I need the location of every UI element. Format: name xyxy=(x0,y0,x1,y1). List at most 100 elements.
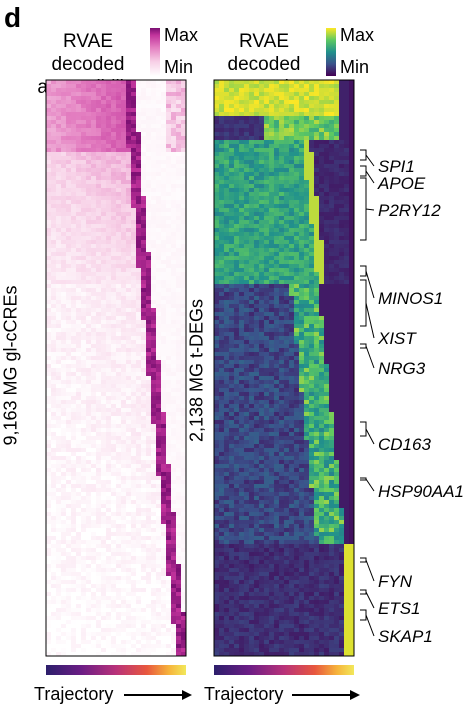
left-heatmap-cell xyxy=(76,372,82,377)
right-heatmap-cell xyxy=(314,132,320,137)
right-heatmap-cell xyxy=(279,116,285,121)
left-heatmap-cell xyxy=(71,220,77,225)
left-heatmap-cell xyxy=(81,120,87,125)
right-heatmap-cell xyxy=(264,148,270,153)
left-heatmap-cell xyxy=(46,324,52,329)
left-heatmap-cell xyxy=(91,400,97,405)
left-heatmap-cell xyxy=(81,244,87,249)
left-heatmap-cell xyxy=(131,96,137,101)
right-heatmap-cell xyxy=(349,152,355,157)
left-heatmap-cell xyxy=(136,156,142,161)
left-heatmap-cell xyxy=(56,340,62,345)
left-heatmap-cell xyxy=(111,352,117,357)
left-heatmap-cell xyxy=(131,456,137,461)
left-heatmap-cell xyxy=(66,524,72,529)
left-heatmap-cell xyxy=(146,84,152,89)
right-heatmap-cell xyxy=(269,164,275,169)
right-heatmap-cell xyxy=(269,112,275,117)
right-heatmap-cell xyxy=(244,196,250,201)
left-heatmap-cell xyxy=(66,452,72,457)
right-heatmap-cell xyxy=(314,112,320,117)
left-heatmap-cell xyxy=(86,168,92,173)
left-heatmap-cell xyxy=(181,528,187,533)
left-heatmap-cell xyxy=(181,572,187,577)
right-heatmap-cell xyxy=(304,124,310,129)
left-heatmap-cell xyxy=(106,348,112,353)
right-heatmap-cell xyxy=(214,124,220,129)
left-heatmap-cell xyxy=(111,180,117,185)
left-heatmap-cell xyxy=(81,540,87,545)
left-heatmap-cell xyxy=(56,600,62,605)
left-heatmap-cell xyxy=(66,312,72,317)
left-heatmap-cell xyxy=(166,296,172,301)
left-heatmap-cell xyxy=(131,248,137,253)
left-heatmap-cell xyxy=(181,116,187,121)
left-heatmap-cell xyxy=(121,352,127,357)
right-heatmap-cell xyxy=(264,96,270,101)
left-heatmap-cell xyxy=(81,212,87,217)
left-heatmap-cell xyxy=(131,228,137,233)
right-heatmap-cell xyxy=(254,120,260,125)
left-heatmap-cell xyxy=(111,116,117,121)
right-heatmap-cell xyxy=(249,164,255,169)
left-heatmap-cell xyxy=(86,512,92,517)
left-heatmap-cell xyxy=(111,628,117,633)
left-heatmap-cell xyxy=(116,440,122,445)
left-heatmap-cell xyxy=(171,132,177,137)
left-heatmap-cell xyxy=(171,404,177,409)
left-heatmap-cell xyxy=(136,652,142,657)
left-heatmap-cell xyxy=(181,492,187,497)
left-heatmap-cell xyxy=(81,564,87,569)
right-heatmap-cell xyxy=(309,144,315,149)
right-heatmap-cell xyxy=(224,128,230,133)
left-heatmap-cell xyxy=(176,628,182,633)
left-heatmap-cell xyxy=(181,284,187,289)
left-heatmap-cell xyxy=(51,268,57,273)
left-heatmap-cell xyxy=(101,360,107,365)
left-heatmap-cell xyxy=(61,152,67,157)
left-heatmap-cell xyxy=(61,636,67,641)
left-heatmap-cell xyxy=(116,92,122,97)
left-heatmap-cell xyxy=(171,580,177,585)
left-heatmap-cell xyxy=(166,416,172,421)
left-heatmap-cell xyxy=(56,500,62,505)
right-heatmap-cell xyxy=(254,192,260,197)
left-heatmap-cell xyxy=(126,560,132,565)
left-heatmap-cell xyxy=(51,356,57,361)
left-heatmap-cell xyxy=(101,652,107,657)
left-heatmap-cell xyxy=(136,272,142,277)
left-heatmap-cell xyxy=(81,144,87,149)
left-heatmap-cell xyxy=(86,508,92,513)
left-heatmap-cell xyxy=(121,616,127,621)
left-heatmap-cell xyxy=(46,180,52,185)
left-heatmap-cell xyxy=(86,204,92,209)
right-heatmap-cell xyxy=(289,164,295,169)
right-heatmap-cell xyxy=(229,88,235,93)
right-heatmap-cell xyxy=(269,156,275,161)
left-heatmap-cell xyxy=(171,496,177,501)
left-heatmap-cell xyxy=(161,260,167,265)
left-heatmap-cell xyxy=(81,348,87,353)
left-heatmap-cell xyxy=(121,592,127,597)
left-heatmap-cell xyxy=(101,428,107,433)
left-heatmap-cell xyxy=(101,108,107,113)
left-heatmap-cell xyxy=(106,284,112,289)
left-heatmap-cell xyxy=(141,548,147,553)
right-heatmap-cell xyxy=(349,80,355,85)
left-heatmap-cell xyxy=(81,436,87,441)
left-heatmap-cell xyxy=(136,588,142,593)
left-heatmap-cell xyxy=(176,520,182,525)
left-heatmap-cell xyxy=(116,184,122,189)
left-heatmap-cell xyxy=(46,244,52,249)
left-heatmap-cell xyxy=(96,508,102,513)
left-heatmap-cell xyxy=(51,352,57,357)
left-heatmap-cell xyxy=(136,376,142,381)
left-heatmap-cell xyxy=(46,200,52,205)
right-heatmap-cell xyxy=(294,120,300,125)
left-heatmap-cell xyxy=(146,252,152,257)
left-heatmap-cell xyxy=(151,212,157,217)
right-heatmap-cell xyxy=(254,184,260,189)
right-heatmap-cell xyxy=(259,208,265,213)
left-heatmap-cell xyxy=(46,568,52,573)
left-heatmap-cell xyxy=(126,168,132,173)
